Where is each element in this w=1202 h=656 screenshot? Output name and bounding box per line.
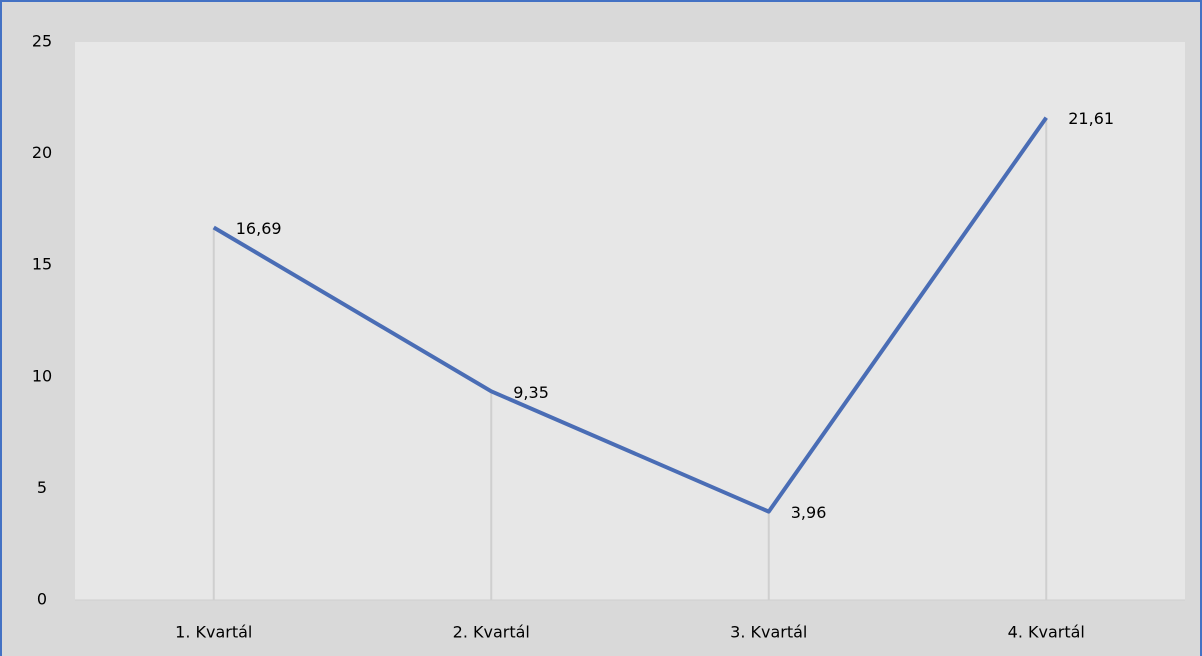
data-label: 3,96 [791,503,827,522]
plot-area [75,42,1185,600]
data-label: 9,35 [513,383,549,402]
data-label: 16,69 [236,219,282,238]
y-tick-label: 20 [32,143,52,162]
y-tick-label: 10 [32,366,52,385]
x-tick-label: 4. Kvartál [1008,623,1085,642]
y-tick-label: 5 [37,478,47,497]
y-tick-label: 0 [37,590,47,609]
y-tick-label: 15 [32,255,52,274]
x-tick-label: 2. Kvartál [453,623,530,642]
x-tick-label: 3. Kvartál [730,623,807,642]
y-tick-label: 25 [32,32,52,51]
line-series [212,116,1048,514]
x-tick-label: 1. Kvartál [175,623,252,642]
data-label: 21,61 [1068,109,1114,128]
